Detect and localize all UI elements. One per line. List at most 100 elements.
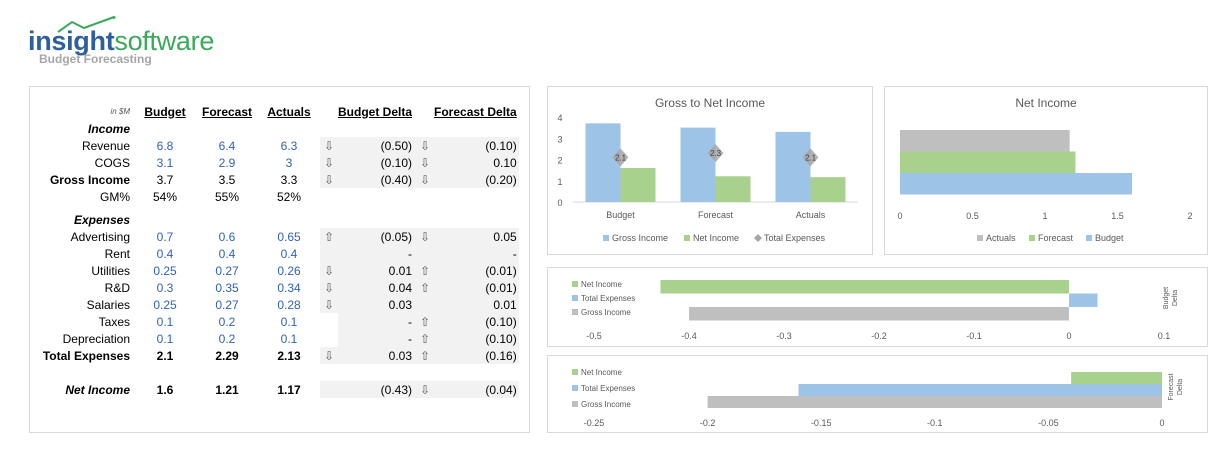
x-tick-label: -0.2 [871,331,887,341]
budget-delta-cell: (0.43) [338,381,417,398]
table-row: Total Expenses 2.1 2.29 2.13 ⇩ 0.03 ⇧ (0… [38,347,519,364]
x-tick-label: Forecast [698,210,734,220]
actuals-cell: 52% [276,189,302,204]
forecast-cell: 0.35 [215,280,239,295]
table-row: COGS 3.1 2.9 3 ⇩ (0.10) ⇩ 0.10 [38,154,519,171]
forecast-cell: 2.9 [218,155,236,170]
legend-label: Budget [1095,233,1124,243]
legend-label: Net Income [693,233,739,243]
forecast-cell: 0.27 [215,263,239,278]
legend-swatch [572,401,578,407]
forecast-delta-arrow-up-icon: ⇧ [416,262,435,279]
budget-cell: 0.4 [156,246,174,261]
row-label: Gross Income [49,172,130,187]
budget-cell: 6.8 [156,138,174,153]
forecast-delta-arrow-down-icon: ⇩ [416,137,435,154]
legend-label: Total Expenses [764,233,826,243]
budget-cell: 2.1 [156,348,174,363]
forecast-delta-cell: 0.01 [434,296,519,313]
actuals-cell: 0.1 [280,331,298,346]
forecast-cell: 3.5 [218,172,236,187]
forecast-delta-cell: (0.04) [434,381,519,398]
legend-swatch [603,235,609,241]
data-label-total-expenses: 2.1 [805,153,817,162]
budget-cell: 1.6 [156,382,174,397]
forecast-cell: 0.4 [218,246,236,261]
legend-swatch [572,385,578,391]
legend-swatch [572,281,578,287]
side-label-text: Delta [1172,290,1179,306]
budget-cell: 0.1 [156,331,174,346]
x-tick-label: -0.15 [811,418,832,428]
row-label: Total Expenses [42,348,130,363]
bar-budget [900,173,1132,195]
table-row: GM% 54% 55% 52% [38,188,519,205]
marker-total-expenses [707,144,724,163]
legend-label: Total Expenses [581,384,635,393]
x-tick-label: -0.25 [584,418,605,428]
forecast-cell: 0.2 [218,331,236,346]
legend-swatch [572,309,578,315]
brand-part-insight: insight [28,26,115,56]
forecast-cell: 0.6 [218,229,236,244]
page-subtitle: Budget Forecasting [39,52,152,66]
forecast-delta-arrow-down-icon: ⇩ [416,154,435,171]
budget-delta-chart-panel: -0.5 -0.4 -0.3 -0.2 -0.1 0 0.1 Net Income Total … [547,267,1208,347]
forecast-delta-arrow-down-icon: ⇩ [416,171,435,188]
forecast-delta-chart-panel: -0.25 -0.2 -0.15 -0.1 -0.05 0 Net Income Total … [547,355,1208,433]
table-header-row: in $M Budget Forecast Actuals Budget Del… [38,103,519,120]
x-tick-label: -0.05 [1038,418,1059,428]
budget-delta-cell: 0.04 [338,279,417,296]
budget-cell: 3.1 [156,155,174,170]
table-row: Net Income 1.6 1.21 1.17 (0.43) ⇩ (0.04) [38,381,519,398]
y-tick-label: 3 [557,134,562,144]
actuals-cell: 0.65 [277,229,301,244]
forecast-delta-cell: (0.01) [434,262,519,279]
y-tick-label: 0 [557,198,562,208]
forecast-cell: 2.29 [215,348,239,363]
legend-label: Net Income [581,280,622,289]
legend-label: Forecast [1038,233,1074,243]
bar-total-expenses [1069,293,1098,307]
bar-gross-income [775,131,811,202]
x-tick-label: 0 [1159,418,1164,428]
brand-wordmark: insightsoftware [28,26,214,56]
side-label: Forecast Delta [1168,373,1184,400]
forecast-delta-arrow-up-icon: ⇧ [416,313,435,330]
side-label-text: Forecast [1168,373,1175,400]
x-tick-label: 0.1 [1158,331,1171,341]
legend-swatch [1086,235,1092,241]
bar-actuals [900,130,1070,152]
forecast-cell: 0.27 [215,297,239,312]
net-income-chart-panel: Net Income 0 0.5 1 1.5 2 Actuals Forecast Budget [884,86,1208,255]
x-tick-label: 2 [1187,211,1192,221]
x-tick-label: -0.4 [681,331,697,341]
legend-swatch [684,235,690,241]
section-row-expenses: Expenses [38,211,519,228]
forecast-cell: 0.2 [218,314,236,329]
actuals-cell: 0.26 [277,263,301,278]
data-label-total-expenses: 2.3 [710,149,722,158]
budget-delta-cell: - [338,245,417,262]
legend-label: Gross Income [581,308,631,317]
table-row: R&D 0.3 0.35 0.34 ⇩ 0.04 ⇧ (0.01) [38,279,519,296]
bar-net-income [1071,372,1162,384]
budget-delta-arrow-down-icon: ⇩ [320,137,338,154]
table-row: Taxes 0.1 0.2 0.1 - ⇧ (0.10) [38,313,519,330]
net-income-chart: Net Income 0 0.5 1 1.5 2 Actuals Forecast Budget [897,96,1192,243]
forecast-cell: 6.4 [218,138,236,153]
x-tick-label: -0.1 [966,331,982,341]
brand-logo: insightsoftware Budget Forecasting [28,16,228,70]
budget-delta-arrow-down-icon: ⇩ [320,262,338,279]
header-actuals: Actuals [267,104,311,119]
budget-cell: 54% [152,189,178,204]
x-tick-label: -0.3 [776,331,792,341]
row-label: R&D [104,280,130,295]
budget-cell: 0.1 [156,314,174,329]
budget-delta-chart: -0.5 -0.4 -0.3 -0.2 -0.1 0 0.1 Net Income Total … [572,280,1179,341]
marker-total-expenses [802,148,819,167]
side-label: Budget Delta [1163,287,1179,309]
forecast-delta-chart: -0.25 -0.2 -0.15 -0.1 -0.05 0 Net Income Total … [572,368,1184,428]
forecast-delta-arrow-down-icon: ⇩ [416,381,435,398]
actuals-cell: 0.34 [277,280,301,295]
